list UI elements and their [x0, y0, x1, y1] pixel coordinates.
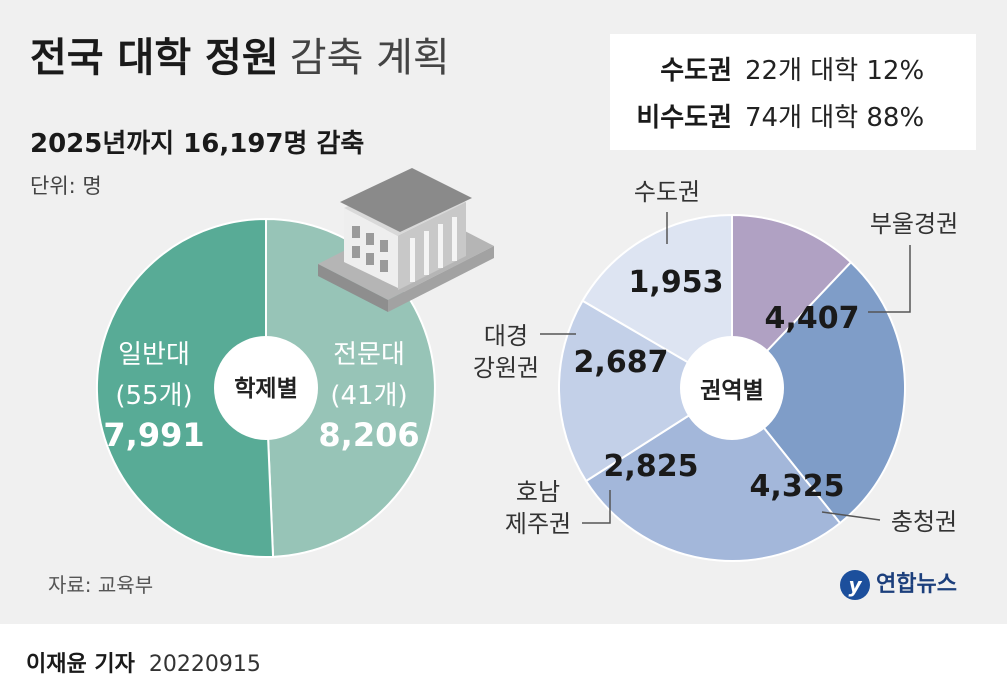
title-bold: 전국 대학 정원 [30, 35, 279, 81]
title-light: 감축 계획 [289, 35, 450, 81]
chart2-donut-hole [680, 336, 784, 440]
slice-value-capital: 1,953 [629, 265, 724, 300]
unit-label: 단위: 명 [30, 174, 102, 198]
subtitle: 2025년까지 16,197명 감축 [30, 129, 365, 159]
slice-count-general: (55개) [115, 381, 192, 411]
leader-line-chungcheong [821, 511, 881, 521]
slice-name-general: 일반대 [118, 340, 190, 370]
leader-line-busan [868, 245, 911, 313]
chart2-center-label: 권역별 [700, 378, 763, 404]
slice-value-busan: 4,407 [765, 301, 860, 336]
logo-mark-icon: y [840, 570, 870, 600]
summary-box: 수도권 22개 대학 12% 비수도권 74개 대학 88% [610, 34, 976, 150]
source-label: 자료: 교육부 [48, 573, 154, 597]
summary-region: 수도권 [660, 56, 732, 86]
logo-text: 연합뉴스 [876, 572, 957, 597]
chart1-slice-1 [95, 217, 275, 558]
summary-region: 비수도권 [636, 103, 732, 133]
chart2-slice-1 [730, 260, 906, 525]
reporter-name: 이재윤 기자 [26, 652, 135, 677]
slice-name-chungcheong: 충청권 [891, 508, 957, 536]
chart2-slice-2 [584, 386, 842, 562]
summary-detail: 74개 대학 88% [745, 103, 925, 133]
slice-name-busan: 부울경권 [870, 210, 958, 238]
leader-lines [540, 212, 911, 524]
byline: 이재윤 기자 20220915 [26, 654, 261, 676]
slice-name-daegu: 대경 강원권 [473, 322, 539, 382]
slice-value-general: 7,991 [103, 416, 204, 454]
slice-name-honam: 호남 제주권 [505, 478, 571, 538]
charts-canvas: 일반대 (55개) 7,991 전문대 (41개) 8,206 학제별 수도권 … [95, 168, 958, 562]
chart2-slice-0 [731, 213, 853, 391]
chart1-center-label: 학제별 [234, 376, 297, 402]
publish-date: 20220915 [148, 652, 261, 677]
slice-value-specialized: 8,206 [318, 416, 419, 454]
slice-value-daegu: 2,687 [574, 345, 669, 380]
chart2-slice-4 [581, 213, 733, 390]
chart1-donut-hole [214, 336, 318, 440]
leader-line-honam [582, 490, 611, 524]
slice-value-chungcheong: 4,325 [750, 469, 845, 504]
pie-chart-region [558, 213, 906, 562]
slice-name-capital: 수도권 [634, 178, 700, 206]
chart2-labels: 수도권 1,953 부울경권 4,407 충청권 4,325 호남 제주권 2,8… [473, 178, 958, 538]
slice-count-specialized: (41개) [330, 381, 407, 411]
page-title: 전국 대학 정원 감축 계획 [30, 38, 450, 78]
chart1-labels: 일반대 (55개) 7,991 전문대 (41개) 8,206 학제별 [103, 340, 419, 454]
slice-value-honam: 2,825 [604, 449, 699, 484]
chart2-slice-3 [558, 299, 734, 483]
university-building-icon [318, 168, 494, 312]
slice-name-specialized: 전문대 [333, 340, 405, 370]
summary-detail: 22개 대학 12% [745, 56, 925, 86]
